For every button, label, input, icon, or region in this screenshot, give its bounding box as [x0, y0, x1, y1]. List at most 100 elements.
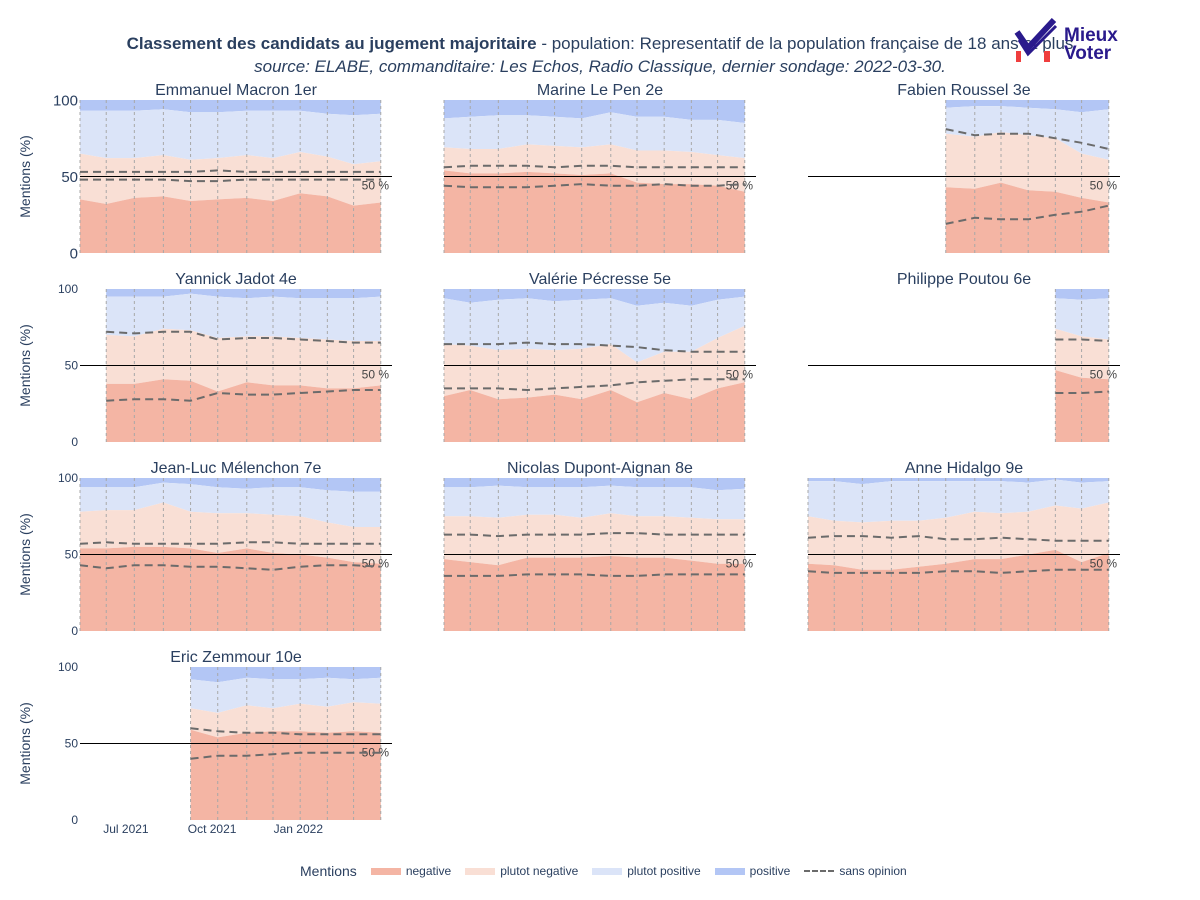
legend-swatch-plutot-negative: [465, 867, 496, 875]
area-plutot-positive: [444, 296, 745, 363]
reference-line-label: 50 %: [1090, 557, 1118, 571]
area-negative: [444, 382, 745, 442]
panel-title: Philippe Poutou 6e: [897, 271, 1031, 288]
area-plutot-negative: [80, 502, 381, 564]
checkmark-logo-icon: [1014, 18, 1058, 62]
panel-title: Eric Zemmour 10e: [170, 649, 302, 666]
area-positive: [80, 478, 381, 492]
sans-opinion-line-lower: [444, 378, 745, 392]
area-plutot-negative: [80, 152, 381, 206]
sans-opinion-line-upper: [444, 341, 745, 353]
panel-title: Valérie Pécresse 5e: [529, 271, 671, 288]
area-negative: [80, 193, 381, 253]
panel-title: Anne Hidalgo 9e: [905, 460, 1023, 477]
y-tick-label: 50: [65, 359, 79, 373]
sans-opinion-line-lower: [443, 183, 745, 189]
area-positive: [106, 289, 381, 299]
panel-marine-le-pen-2e: 50 % Marine Le Pen 2e: [443, 82, 756, 253]
legend-swatch-sans-opinion: [804, 870, 835, 872]
chart-title-rest: - population: Representatif de la popula…: [536, 34, 1074, 53]
area-negative: [80, 546, 381, 631]
area-positive: [1055, 289, 1109, 300]
reference-line-label: 50 %: [1090, 368, 1118, 382]
area-plutot-negative: [444, 325, 745, 403]
area-plutot-positive: [106, 293, 381, 341]
legend: Mentions negative plutot negative plutot…: [300, 860, 921, 882]
y-tick-label: 100: [58, 282, 78, 296]
sans-opinion-line-upper: [79, 541, 381, 545]
sans-opinion-line-lower: [807, 568, 1109, 574]
sans-opinion-line-upper: [80, 169, 381, 173]
x-tick-label: Jan 2022: [274, 822, 324, 836]
sans-opinion-line-upper: [444, 532, 745, 538]
reference-line-label: 50 %: [726, 557, 754, 571]
area-plutot-negative: [945, 132, 1109, 203]
reference-line-label: 50 %: [726, 179, 754, 193]
legend-title: Mentions: [300, 863, 357, 879]
panel-anne-hidalgo-9e: 50 % Anne Hidalgo 9e: [807, 460, 1120, 631]
x-tick-label: Jul 2021: [103, 822, 149, 836]
area-plutot-positive: [444, 112, 745, 159]
legend-label-negative: negative: [405, 864, 452, 878]
y-axis-label: Mentions (%): [17, 702, 33, 784]
sans-opinion-line-lower: [1055, 390, 1109, 394]
legend-item-negative[interactable]: negative: [370, 864, 452, 878]
logo-text: Mieux Voter: [1064, 26, 1118, 64]
area-negative: [945, 182, 1109, 253]
area-negative: [1055, 370, 1109, 442]
sans-opinion-line-upper: [1055, 338, 1109, 342]
area-positive: [80, 100, 381, 116]
area-negative: [444, 556, 745, 631]
y-tick-label: 50: [65, 548, 79, 562]
panel-fabien-roussel-3e: 50 % Fabien Roussel 3e: [808, 82, 1120, 253]
y-tick-label: 0: [71, 435, 78, 449]
y-tick-label: 0: [71, 624, 78, 638]
panel-title: Fabien Roussel 3e: [897, 82, 1031, 99]
area-plutot-negative: [444, 513, 745, 566]
sans-opinion-line-upper: [945, 128, 1110, 150]
area-positive: [444, 100, 745, 123]
y-tick-label: 100: [58, 660, 78, 674]
area-plutot-positive: [80, 482, 381, 527]
y-tick-label: 0: [70, 245, 78, 262]
area-positive: [190, 667, 381, 683]
legend-item-plutot-positive[interactable]: plutot positive: [592, 864, 701, 878]
chart-title-bold: Classement des candidats au jugement maj…: [126, 34, 537, 53]
panel-title: Yannick Jadot 4e: [175, 271, 297, 288]
y-axis-label: Mentions (%): [17, 135, 33, 217]
legend-label-sans-opinion: sans opinion: [839, 864, 907, 878]
panel-title: Emmanuel Macron 1er: [155, 82, 318, 99]
y-tick-label: 50: [65, 737, 79, 751]
legend-swatch-plutot-positive: [592, 867, 623, 875]
panel-valerie-pecresse-5e: 50 % Valérie Pécresse 5e: [443, 271, 756, 442]
sans-opinion-line-upper: [190, 727, 381, 736]
reference-line-label: 50 %: [726, 368, 754, 382]
reference-line-label: 50 %: [1090, 179, 1118, 193]
area-plutot-negative: [190, 702, 381, 738]
panel-title: Marine Le Pen 2e: [537, 82, 663, 99]
logo-line2: Voter: [1064, 43, 1112, 64]
panel-nicolas-dupont-aignan-8e: 50 % Nicolas Dupont-Aignan 8e: [443, 460, 756, 631]
y-tick-label: 0: [71, 813, 78, 827]
area-plutot-positive: [444, 485, 745, 520]
sans-opinion-line-lower: [945, 204, 1110, 225]
sans-opinion-line-upper: [807, 535, 1109, 542]
y-tick-label: 100: [58, 471, 78, 485]
sans-opinion-line-upper: [443, 164, 745, 169]
legend-item-positive[interactable]: positive: [714, 864, 790, 878]
panel-title: Nicolas Dupont-Aignan 8e: [507, 460, 693, 477]
legend-item-plutot-negative[interactable]: plutot negative: [465, 864, 578, 878]
area-positive: [444, 478, 745, 491]
area-plutot-positive: [190, 677, 381, 713]
sans-opinion-line-lower: [190, 751, 381, 760]
area-plutot-positive: [808, 479, 1109, 523]
y-axis-label: Mentions (%): [17, 324, 33, 406]
y-tick-label: 100: [53, 92, 78, 109]
legend-item-sans-opinion[interactable]: sans opinion: [804, 864, 907, 878]
area-positive: [945, 100, 1109, 113]
sans-opinion-line-lower: [80, 178, 381, 183]
area-positive: [808, 478, 1109, 485]
